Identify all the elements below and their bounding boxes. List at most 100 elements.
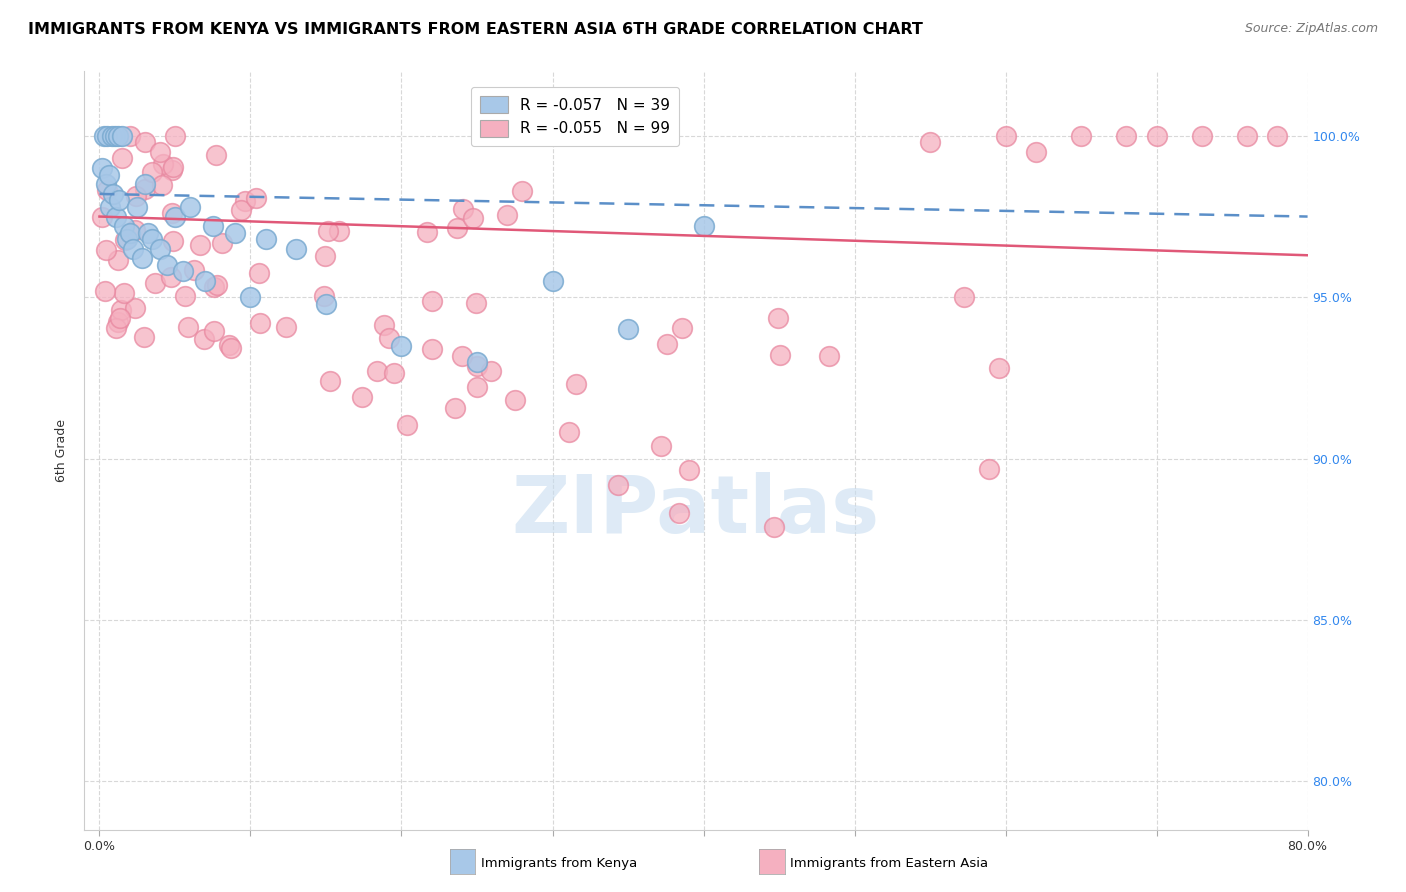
Point: [112, 219, 135, 234]
Point: [162, 160, 184, 174]
Point: [565, 376, 588, 391]
Point: [110, 151, 132, 165]
Legend: R = -0.057   N = 39, R = -0.055   N = 99: R = -0.057 N = 39, R = -0.055 N = 99: [471, 87, 679, 146]
Point: [461, 211, 484, 225]
Point: [172, 264, 194, 278]
Point: [149, 242, 172, 256]
Point: [124, 301, 146, 315]
Point: [239, 290, 262, 304]
Point: [163, 210, 186, 224]
Point: [96, 183, 118, 197]
Point: [817, 349, 839, 363]
Point: [1267, 128, 1289, 143]
Point: [247, 266, 270, 280]
Point: [202, 279, 225, 293]
Point: [451, 349, 474, 363]
Point: [211, 236, 233, 251]
Y-axis label: 6th Grade: 6th Grade: [55, 419, 69, 482]
Point: [1025, 145, 1047, 159]
Point: [105, 321, 128, 335]
Point: [617, 322, 640, 336]
Point: [479, 364, 502, 378]
Point: [1146, 128, 1168, 143]
Point: [276, 320, 298, 334]
Point: [127, 200, 149, 214]
Point: [134, 136, 156, 150]
Point: [558, 425, 581, 440]
Point: [105, 210, 128, 224]
Point: [352, 390, 374, 404]
Point: [328, 224, 350, 238]
Point: [766, 311, 789, 326]
Point: [249, 316, 271, 330]
Point: [156, 258, 179, 272]
Text: Immigrants from Kenya: Immigrants from Kenya: [481, 857, 637, 870]
Point: [451, 202, 474, 217]
Point: [391, 338, 413, 352]
Point: [96, 243, 118, 257]
Point: [91, 211, 114, 225]
Point: [107, 128, 129, 143]
Point: [465, 359, 488, 373]
Point: [107, 315, 129, 329]
Point: [111, 128, 134, 143]
Point: [465, 355, 488, 369]
Point: [655, 337, 678, 351]
Point: [160, 206, 183, 220]
Point: [112, 286, 135, 301]
Point: [94, 178, 117, 192]
Point: [179, 200, 201, 214]
Point: [465, 380, 488, 394]
Point: [115, 232, 138, 246]
Text: Source: ZipAtlas.com: Source: ZipAtlas.com: [1244, 22, 1378, 36]
Point: [994, 128, 1017, 143]
Point: [503, 392, 526, 407]
Point: [769, 348, 792, 362]
Point: [219, 341, 242, 355]
Point: [312, 289, 335, 303]
Point: [121, 242, 143, 256]
Point: [1115, 128, 1137, 143]
Point: [177, 319, 200, 334]
Point: [174, 288, 197, 302]
Point: [420, 293, 443, 308]
Point: [108, 194, 131, 208]
Point: [107, 253, 129, 268]
Point: [183, 263, 205, 277]
Point: [100, 128, 122, 143]
Point: [150, 178, 173, 193]
Text: Immigrants from Eastern Asia: Immigrants from Eastern Asia: [790, 857, 988, 870]
Point: [465, 295, 488, 310]
Point: [284, 242, 307, 256]
Point: [124, 223, 146, 237]
Point: [446, 221, 468, 235]
Point: [977, 462, 1000, 476]
Point: [110, 302, 132, 317]
Point: [108, 311, 131, 326]
Point: [373, 318, 395, 333]
Point: [318, 224, 340, 238]
Point: [118, 226, 141, 240]
Point: [141, 165, 163, 179]
Point: [118, 128, 141, 143]
Text: ZIPatlas: ZIPatlas: [512, 472, 880, 550]
Point: [1236, 128, 1258, 143]
Text: IMMIGRANTS FROM KENYA VS IMMIGRANTS FROM EASTERN ASIA 6TH GRADE CORRELATION CHAR: IMMIGRANTS FROM KENYA VS IMMIGRANTS FROM…: [28, 22, 922, 37]
Point: [607, 478, 630, 492]
Point: [201, 219, 224, 234]
Point: [395, 417, 418, 432]
Point: [205, 147, 228, 161]
Point: [114, 233, 136, 247]
Point: [202, 324, 225, 338]
Point: [650, 439, 672, 453]
Point: [143, 276, 166, 290]
Point: [444, 401, 467, 415]
Point: [134, 182, 156, 196]
Point: [420, 343, 443, 357]
Point: [692, 219, 714, 234]
Point: [205, 278, 228, 293]
Point: [149, 145, 172, 159]
Point: [763, 520, 786, 534]
Point: [668, 506, 690, 520]
Point: [103, 128, 125, 143]
